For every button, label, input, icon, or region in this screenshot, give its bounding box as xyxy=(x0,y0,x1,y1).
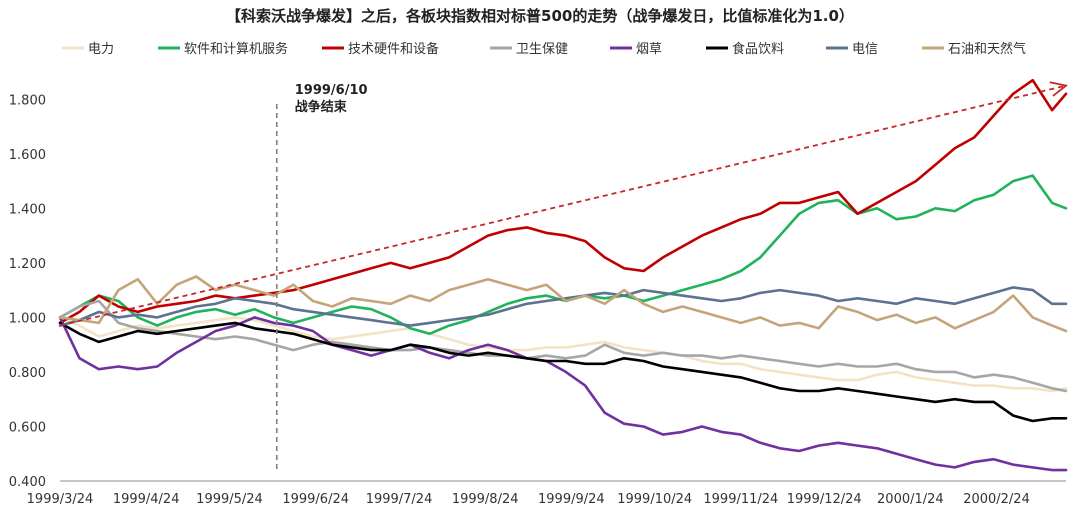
legend-item: 软件和计算机服务 xyxy=(158,41,288,57)
x-tick-label: 1999/10/24 xyxy=(617,492,692,507)
series-layer xyxy=(58,78,1068,472)
x-tick-label: 1999/4/24 xyxy=(113,492,180,507)
chart-title: 【科索沃战争爆发】之后，各板块指数相对标普500的走势（战争爆发日，比值标准化为… xyxy=(226,7,854,25)
y-tick-label: 0.800 xyxy=(9,366,46,381)
y-tick-label: 1.200 xyxy=(9,257,46,272)
legend-item: 食品饮料 xyxy=(706,41,784,57)
legend-label: 电信 xyxy=(852,42,878,57)
y-tick-label: 0.400 xyxy=(9,475,46,490)
legend: 电力 软件和计算机服务 技术硬件和设备 卫生保健 烟草 食品饮料 电信 石油和天然气 xyxy=(62,41,1026,57)
trend-arrowhead xyxy=(1049,81,1069,97)
x-tick-label: 1999/12/24 xyxy=(787,492,862,507)
legend-label: 卫生保健 xyxy=(516,42,568,57)
legend-label: 石油和天然气 xyxy=(948,41,1026,57)
legend-label: 烟草 xyxy=(636,42,662,57)
legend-item: 电信 xyxy=(826,42,878,57)
legend-label: 电力 xyxy=(88,42,114,57)
x-tick-label: 2000/1/24 xyxy=(877,492,944,507)
x-tick-label: 2000/2/24 xyxy=(963,492,1030,507)
series-line-5 xyxy=(58,316,1068,472)
trend-line xyxy=(59,84,1067,327)
y-tick-label: 1.000 xyxy=(9,311,46,326)
y-tick-label: 1.600 xyxy=(9,148,46,163)
y-tick-label: 1.800 xyxy=(9,93,46,108)
annotation-label: 战争结束 xyxy=(295,99,348,115)
x-tick-label: 1999/7/24 xyxy=(366,492,433,507)
legend-item: 卫生保健 xyxy=(490,42,568,57)
legend-item: 石油和天然气 xyxy=(922,41,1026,57)
series-line-4 xyxy=(58,299,1068,393)
series-line-1 xyxy=(58,316,1068,393)
y-tick-label: 1.400 xyxy=(9,202,46,217)
annotation-label: 1999/6/10 xyxy=(295,83,368,98)
series-line-6 xyxy=(58,321,1068,423)
y-tick-label: 0.600 xyxy=(9,420,46,435)
x-axis: 1999/3/24 1999/4/24 1999/5/24 1999/6/24 1999… xyxy=(27,480,1066,507)
series-line-7 xyxy=(58,286,1068,327)
series-line-2 xyxy=(58,174,1068,336)
series-line-3 xyxy=(58,78,1068,325)
x-tick-label: 1999/9/24 xyxy=(538,492,605,507)
x-tick-label: 1999/5/24 xyxy=(196,492,263,507)
x-tick-label: 1999/6/24 xyxy=(282,492,349,507)
x-tick-label: 1999/8/24 xyxy=(452,492,519,507)
legend-item: 技术硬件和设备 xyxy=(322,41,439,57)
legend-item: 烟草 xyxy=(610,42,662,57)
x-tick-label: 1999/3/24 xyxy=(27,492,94,507)
legend-item: 电力 xyxy=(62,42,114,57)
series-line-8 xyxy=(58,275,1068,333)
legend-label: 软件和计算机服务 xyxy=(184,41,288,57)
x-tick-label: 1999/11/24 xyxy=(703,492,778,507)
y-axis: 0.400 0.600 0.800 1.000 1.200 1.400 1.600 1.800 xyxy=(9,93,46,490)
legend-label: 食品饮料 xyxy=(732,41,784,57)
legend-label: 技术硬件和设备 xyxy=(348,41,439,57)
